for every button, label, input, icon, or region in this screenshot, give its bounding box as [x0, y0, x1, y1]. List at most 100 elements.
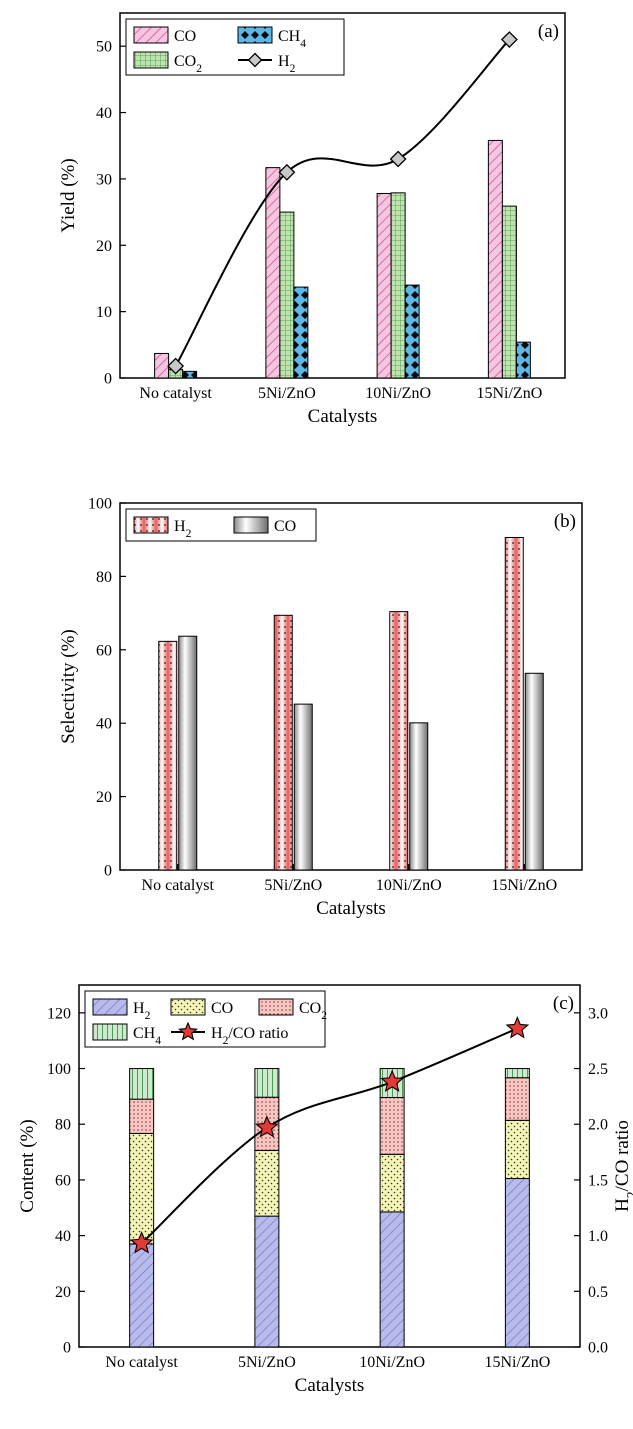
- series-line-h2: [140, 1027, 518, 1245]
- bar-ch4-2: [404, 284, 420, 379]
- legend-label-main: CO: [211, 1000, 233, 1017]
- y-axis-label: Content (%): [17, 1119, 38, 1212]
- legend-star-marker: [178, 1021, 198, 1041]
- legend-label-sub: 2: [223, 1035, 229, 1047]
- y-tick-label: 10: [96, 304, 112, 321]
- x-tick-label: No catalyst: [139, 385, 212, 402]
- legend-item: CO2: [258, 998, 327, 1022]
- plot-frame: [119, 502, 583, 871]
- legend-label: CO2: [299, 1000, 327, 1022]
- bar-co2-0: [129, 1098, 155, 1134]
- y-tick-label: 20: [55, 1284, 71, 1301]
- bar-co-3: [487, 139, 503, 379]
- legend-label-sub: 2: [290, 63, 296, 75]
- legend-swatch: [133, 26, 169, 44]
- legend-label-main: CO: [174, 28, 196, 45]
- panel-label: (c): [553, 993, 574, 1014]
- marker-diamond-0: [167, 357, 185, 375]
- bar-co-0: [154, 352, 170, 379]
- y-axis-label: Selectivity (%): [58, 629, 79, 744]
- x-tick-label: 10Ni/ZnO: [376, 877, 442, 894]
- y-tick-label: 50: [96, 39, 112, 56]
- legend-swatch: [92, 1023, 128, 1041]
- legend-label-main: CH: [133, 1025, 156, 1042]
- bar-co2-3: [501, 205, 517, 379]
- x-tick-label: 10Ni/ZnO: [365, 385, 431, 402]
- y-tick-label: 40: [96, 716, 112, 733]
- bar-ch4-3: [515, 341, 531, 379]
- legend-label-main: H: [174, 518, 186, 535]
- legend-label: CO: [274, 518, 296, 535]
- legend-label-sub: 2: [196, 63, 202, 75]
- y-right-tick-label: 2.0: [588, 1117, 608, 1134]
- y-tick-label: 60: [55, 1172, 71, 1189]
- bar-co-2: [379, 1153, 405, 1213]
- legend-item: H2: [92, 998, 151, 1022]
- bar-co2-2: [390, 192, 406, 379]
- legend-label: H2: [174, 518, 192, 540]
- legend-swatch: [133, 516, 169, 534]
- legend-item: H2: [133, 516, 192, 540]
- legend-label-main: CH: [278, 28, 301, 45]
- legend-label-sub: 4: [155, 1035, 161, 1047]
- x-tick-label: 5Ni/ZnO: [264, 877, 322, 894]
- legend-item: CO: [233, 516, 296, 535]
- legend-label: CO2: [174, 53, 202, 75]
- x-tick-label: No catalyst: [105, 1354, 178, 1371]
- bar-ch4-3: [504, 1068, 530, 1079]
- legend-label: CO: [174, 28, 196, 45]
- legend-swatch: [237, 26, 273, 44]
- marker-diamond-2: [389, 150, 407, 168]
- bar-h2-0: [129, 1243, 155, 1348]
- bar-co-3: [504, 1119, 530, 1180]
- legend-item: CO2: [133, 51, 202, 75]
- bar-co2-1: [279, 211, 295, 379]
- legend-label-post: /CO ratio: [228, 1025, 288, 1042]
- y-right-tick-label: 1.5: [588, 1172, 608, 1189]
- x-tick-label: 15Ni/ZnO: [491, 877, 557, 894]
- legend-item: H2/CO ratio: [171, 1021, 288, 1047]
- legend-label: H2: [278, 53, 296, 75]
- bar-ch4-0: [129, 1068, 155, 1100]
- x-tick-label: 15Ni/ZnO: [476, 385, 542, 402]
- y-tick-label: 120: [47, 1005, 71, 1022]
- plot-frame: [78, 984, 581, 1348]
- y-tick-label: 0: [104, 371, 112, 388]
- y-tick-label: 100: [88, 496, 112, 513]
- legend-swatch: [170, 998, 206, 1016]
- chart-panel-3: 0 20 40 60 80 100 120 No catalyst 5Ni/ZnO 10Ni/Zn…: [17, 984, 633, 1396]
- y-tick-label: 30: [96, 171, 112, 188]
- bar-h2-2: [379, 1211, 405, 1348]
- legend-label: CO: [211, 1000, 233, 1017]
- legend-swatch: [233, 516, 269, 534]
- legend-label-main: CO: [174, 53, 196, 70]
- legend-swatch: [92, 998, 128, 1016]
- legend-label: H2: [133, 1000, 151, 1022]
- y-right-tick-label: 0.5: [588, 1284, 608, 1301]
- marker-star-0: [129, 1230, 154, 1254]
- x-tick-label: 5Ni/ZnO: [258, 385, 316, 402]
- legend-label-main: H: [133, 1000, 145, 1017]
- legend-label-main: CO: [274, 518, 296, 535]
- y-tick-label: 40: [96, 105, 112, 122]
- bar-h2-3: [504, 536, 524, 871]
- legend-label: H2/CO ratio: [211, 1025, 288, 1047]
- y-tick-label: 80: [96, 569, 112, 586]
- marker-diamond-1: [278, 163, 296, 181]
- plot-frame: [119, 12, 566, 379]
- legend-item: CO: [133, 26, 196, 45]
- y-tick-label: 20: [96, 789, 112, 806]
- legend: H2 CO: [125, 508, 317, 542]
- x-axis-label: Catalysts: [316, 898, 386, 919]
- x-tick-label: 15Ni/ZnO: [484, 1354, 550, 1371]
- marker-diamond-3: [500, 31, 518, 48]
- bar-co-2: [376, 193, 392, 379]
- legend-label-sub: 2: [186, 528, 192, 540]
- bar-h2-1: [254, 1215, 280, 1348]
- bar-ch4-0: [182, 370, 198, 379]
- y-tick-label: 0: [63, 1340, 71, 1357]
- marker-star-2: [380, 1069, 404, 1092]
- y-tick-label: 20: [96, 238, 112, 255]
